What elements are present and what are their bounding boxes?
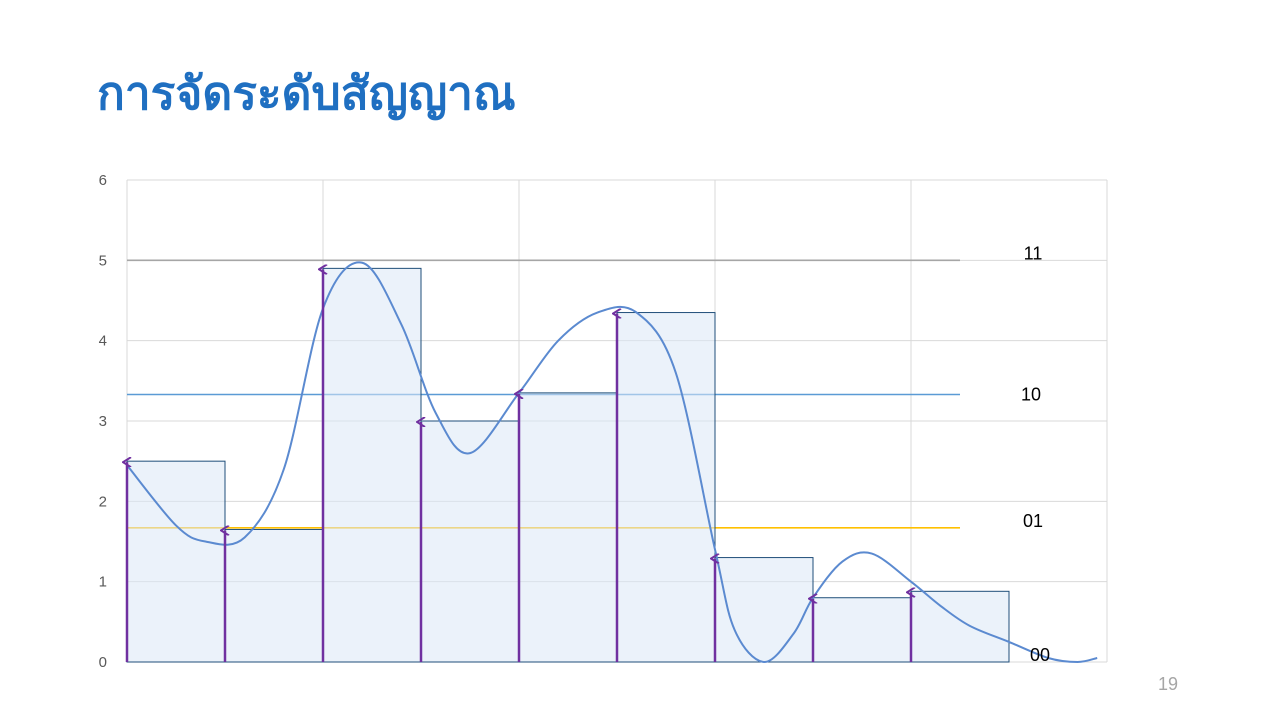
sample-arrows [127,269,911,662]
hold-bar [910,590,1010,663]
hold-bar [812,597,912,663]
y-tick-label: 1 [99,574,107,591]
hold-bar [420,420,520,663]
y-axis-ticks: 0 1 2 3 4 5 6 [99,172,107,671]
hold-bar [126,460,226,663]
y-tick-label: 2 [99,493,107,510]
hold-bar [322,267,422,663]
hold-bar [518,392,618,663]
page-number: 19 [1158,674,1179,694]
sample-hold-bars [126,267,1010,663]
slide-title: การจัดระดับสัญญาณ [97,66,516,120]
hold-bar [714,557,814,663]
level-label-00: 00 [1030,645,1050,665]
y-tick-label: 6 [99,172,107,189]
y-tick-label: 5 [99,252,107,269]
y-tick-label: 4 [99,333,107,350]
y-tick-label: 3 [99,413,107,430]
y-tick-label: 0 [99,654,107,671]
level-label-01: 01 [1023,511,1043,531]
hold-bar [616,312,716,663]
level-label-11: 11 [1024,243,1043,263]
hold-bar [224,528,324,663]
analog-signal [126,261,1098,664]
signal-line [126,261,1098,664]
level-labels: 11 10 01 00 [1021,243,1050,665]
level-label-10: 10 [1021,384,1041,404]
